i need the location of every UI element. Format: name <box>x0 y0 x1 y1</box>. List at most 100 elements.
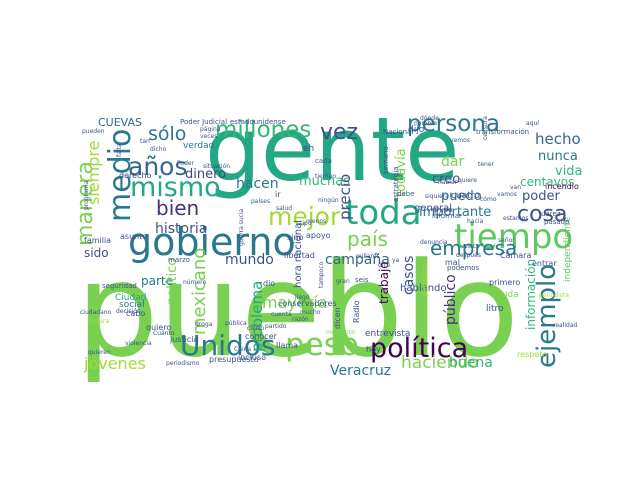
word-siempre: siempre <box>84 141 103 205</box>
word-sino: sino <box>287 233 303 242</box>
word-derecho: derecho <box>119 171 152 180</box>
word-dinero: dinero <box>185 167 226 182</box>
word-gobierno: gobierno <box>128 220 296 264</box>
word-ningun: ningún <box>318 197 339 204</box>
word-tiempo: tiempo <box>454 217 573 257</box>
word-estadounidense: estadounidense <box>230 118 286 126</box>
word-hoy: hoy <box>366 345 381 354</box>
word-todavia: todavía <box>394 148 409 197</box>
word-asunto: asunto <box>120 232 147 241</box>
word-veces: veces <box>200 133 217 140</box>
word-cuevas: CUEVAS <box>98 116 142 129</box>
words-layer: pueblo gente gobierno tiempo toda política Uni… <box>73 98 583 386</box>
word-estrategia: estrategia <box>392 166 400 202</box>
word-cada: cada <box>315 157 332 165</box>
word-mundo: mundo <box>225 252 274 268</box>
word-millares: millares <box>356 253 380 260</box>
word-radio: Radio <box>352 300 361 323</box>
word-persona: persona <box>407 111 500 137</box>
word-tan: tan <box>140 138 150 145</box>
word-incluso: incluso <box>238 353 266 362</box>
word-politico: político <box>165 258 180 305</box>
word-periodismo: periodismo <box>166 360 200 367</box>
word-hablar: hablar <box>438 179 458 186</box>
word-mismo: mismo <box>130 172 221 203</box>
word-nacional: Nacional <box>383 128 413 136</box>
word-guerra-sucia: guerra sucia <box>238 208 245 246</box>
word-centavos: centavos <box>520 175 574 189</box>
word-vemos: vemos <box>450 137 470 144</box>
word-entrar: entrar <box>532 259 557 268</box>
word-ciudadano: ciudadano <box>80 309 112 316</box>
word-justicia: justicia <box>169 335 198 344</box>
word-haciendo: haciendo <box>401 353 479 373</box>
word-importante: importante <box>419 205 491 220</box>
word-llama: llama <box>276 341 298 350</box>
word-millones: millones <box>215 117 311 143</box>
word-buena: buena <box>449 355 493 371</box>
word-pagina: página <box>200 126 221 133</box>
word-libertad: libertad <box>284 251 315 260</box>
word-aqui: aquí <box>526 120 539 127</box>
word-hacia: hacia <box>467 218 483 225</box>
word-gran: gran <box>336 278 350 285</box>
word-muchas: muchas <box>299 174 350 189</box>
word-pueden: pueden <box>82 128 105 135</box>
word-periodista: periodista <box>539 292 569 299</box>
word-vida: vida <box>555 164 583 179</box>
word-gente: gente <box>205 98 459 201</box>
word-historia: historia <box>155 221 207 237</box>
word-familia: familia <box>84 236 111 245</box>
word-pasado: pasado <box>544 218 569 226</box>
word-cierto: cierto <box>247 325 264 332</box>
word-estamos: estamos <box>503 215 529 222</box>
word-trabajo: trabajo <box>377 261 391 304</box>
word-dio: dio <box>263 279 275 288</box>
word-van: van <box>510 184 521 191</box>
word-programa: programa <box>83 180 90 210</box>
word-tampoco: tampoco <box>318 261 325 288</box>
word-cabo: cabo <box>126 309 145 318</box>
word-camara: Cámara <box>500 251 531 260</box>
word-hacen: hacen <box>236 176 279 192</box>
word-cinco: cinco <box>464 243 480 250</box>
word-tipo: tipo <box>300 220 312 227</box>
word-apoyo: apoyo <box>306 231 331 240</box>
word-numero: número <box>183 279 206 286</box>
word-parte: parte <box>141 274 173 288</box>
word-incendio: incendio <box>545 182 579 191</box>
word-senor: señor <box>498 237 515 244</box>
word-presupuesto: presupuesto <box>209 355 259 364</box>
word-sido: sido <box>84 246 109 260</box>
word-poder: Poder <box>177 160 195 167</box>
word-realidad: realidad <box>553 322 578 329</box>
word-transformacion: transformación <box>476 128 529 136</box>
word-china: China <box>234 346 251 353</box>
word-litro: litro <box>486 304 504 314</box>
word-grupo: grupo <box>432 206 452 214</box>
word-censura: censura <box>482 116 489 140</box>
word-donde: dónde <box>420 115 439 122</box>
word-dicho: dicho <box>150 146 167 153</box>
word-quiero: quiero <box>146 323 171 332</box>
word-unidos: Unidos <box>180 329 276 362</box>
word-casos: casos <box>401 256 417 295</box>
word-nombre: nombre <box>414 120 437 127</box>
word-ciudad: Ciudad <box>115 293 146 303</box>
word-seguridad: seguridad <box>102 282 137 290</box>
word-creo: creo <box>432 172 460 187</box>
word-dicen: dicen <box>333 307 342 329</box>
word-mal: mal <box>445 258 460 267</box>
word-seis: seis <box>355 276 369 284</box>
word-toda: toda <box>345 193 422 233</box>
word-independiente: independiente <box>563 217 573 282</box>
word-ya: ya <box>392 257 400 264</box>
word-poder-judicial: Poder Judicial <box>180 118 227 126</box>
word-entrevista: entrevista <box>365 329 410 339</box>
word-dice: dice <box>378 262 391 269</box>
word-respeto: respeto <box>517 350 547 359</box>
word-conservadores: conservadores <box>278 299 337 308</box>
word-medio: medio <box>103 129 138 222</box>
